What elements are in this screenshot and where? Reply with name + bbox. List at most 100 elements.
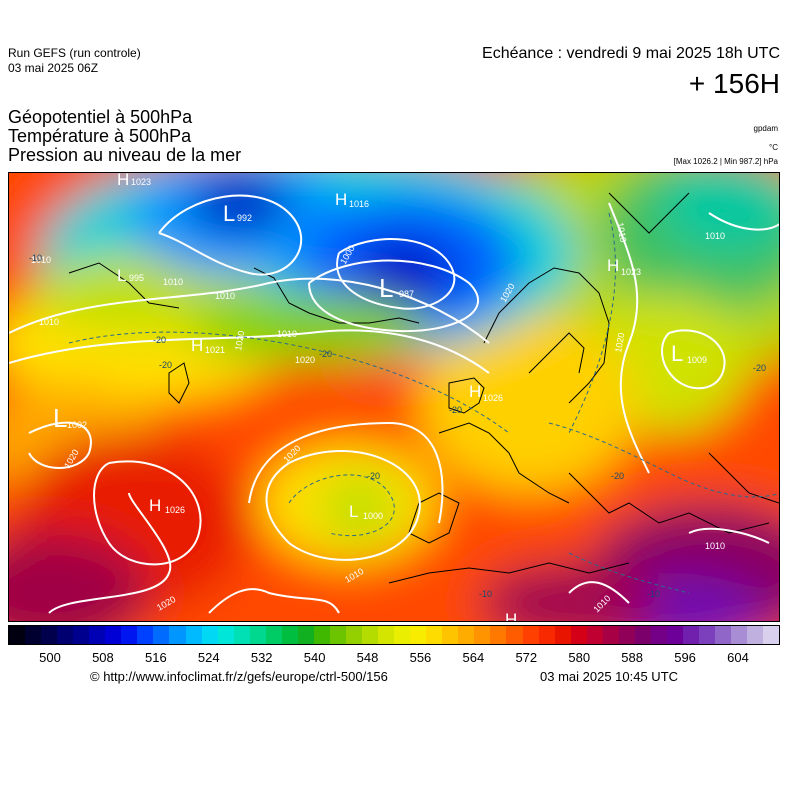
isobar-label: 1010 xyxy=(277,329,297,339)
colorbar-swatch xyxy=(121,626,138,644)
weather-map[interactable]: H 1023 L 992 H 1016 L 995 L 987 H 1023 H… xyxy=(8,172,780,622)
colorbar-swatch xyxy=(201,626,218,644)
colorbar-swatch xyxy=(426,626,443,644)
isotherm-label: -20 xyxy=(611,471,624,481)
pressure-centers: H 1023 L 992 H 1016 L 995 L 987 H 1023 H… xyxy=(53,173,707,621)
pressure-center-value: 1000 xyxy=(363,511,383,521)
isobar-label: 1010 xyxy=(615,222,628,243)
pressure-center-value: 1016 xyxy=(349,199,369,209)
pressure-center-value: 987 xyxy=(399,289,414,299)
run-date: 03 mai 2025 06Z xyxy=(8,61,99,75)
colorbar-swatch xyxy=(554,626,571,644)
colorbar-swatch xyxy=(105,626,122,644)
colorbar-tick-label: 524 xyxy=(197,650,220,665)
pressure-center-label: L xyxy=(53,403,67,433)
colorbar-swatch xyxy=(715,626,732,644)
lead-time: + 156H xyxy=(688,68,780,99)
colorbar-swatch xyxy=(410,626,427,644)
isobar-label: 1010 xyxy=(705,231,725,241)
isotherms xyxy=(68,212,779,594)
colorbar-swatch xyxy=(490,626,507,644)
colorbar-tick-label: 588 xyxy=(621,650,643,665)
colorbar-swatch xyxy=(538,626,555,644)
unit-temperature: °C xyxy=(769,143,778,152)
isotherm-label: -10 xyxy=(479,589,492,599)
colorbar-swatch xyxy=(378,626,395,644)
colorbar-tick-label: 532 xyxy=(250,650,273,665)
colorbar-swatch xyxy=(313,626,330,644)
colorbar-swatch xyxy=(233,626,250,644)
pressure-center-value: 992 xyxy=(237,213,252,223)
pressure-center-label: H xyxy=(117,173,129,189)
colorbar-swatch xyxy=(297,626,314,644)
isobar-label: 1010 xyxy=(163,277,183,287)
isobar-label: 1020 xyxy=(295,355,315,365)
isobar-label: 1010 xyxy=(39,317,59,327)
colorbar-swatch xyxy=(506,626,523,644)
colorbar-tick-label: 596 xyxy=(674,650,696,665)
pressure-center-label: H xyxy=(335,190,347,209)
colorbar-swatch xyxy=(345,626,363,644)
isobar-label: 1010 xyxy=(705,541,725,551)
colorbar-swatch xyxy=(153,626,170,644)
isotherm-label: -20 xyxy=(153,335,166,345)
pressure-center-label: L xyxy=(379,273,393,303)
colorbar-tick-label: 500 xyxy=(39,650,61,665)
variables-legend: Géopotentiel à 500hPa Température à 500h… xyxy=(8,108,241,165)
colorbar-tick-label: 548 xyxy=(356,650,379,665)
pressure-center-label: L xyxy=(117,266,126,285)
isotherm-label: -20 xyxy=(449,405,462,415)
forecast-valid-time: Echéance : vendredi 9 mai 2025 18h UTC xyxy=(482,45,780,62)
pressure-range: [Max 1026.2 | Min 987.2] hPa xyxy=(673,157,778,166)
pressure-center-value: 1002 xyxy=(67,420,87,430)
isotherm-label: -20 xyxy=(319,349,332,359)
colorbar-swatch xyxy=(89,626,106,644)
isobars xyxy=(9,194,779,614)
colorbar-tick-label: 580 xyxy=(568,650,591,665)
pressure-center-value: 1009 xyxy=(687,355,707,365)
pressure-center-value: 1026 xyxy=(165,505,185,515)
colorbar-swatch xyxy=(249,626,266,644)
colorbar-swatch xyxy=(763,626,780,644)
pressure-center-value: 1023 xyxy=(621,267,641,277)
isotherm-label: -20 xyxy=(367,471,380,481)
colorbar-swatch xyxy=(474,626,491,644)
isobar-label: 1020 xyxy=(613,332,626,353)
colorbar-tick-label: 572 xyxy=(515,650,538,665)
geopotential-colorbar xyxy=(8,625,780,645)
unit-geopotential: gpdam xyxy=(753,124,778,133)
source-url[interactable]: © http://www.infoclimat.fr/z/gefs/europe… xyxy=(90,669,388,684)
pressure-center-label: H xyxy=(469,382,481,401)
colorbar-swatch xyxy=(25,626,42,644)
pressure-center-value: 1023 xyxy=(131,177,151,187)
pressure-center-label: L xyxy=(223,201,235,226)
colorbar-swatch xyxy=(586,626,603,644)
colorbar-swatch xyxy=(458,626,475,644)
colorbar-tick-label: 508 xyxy=(92,650,114,665)
colorbar-swatch xyxy=(602,626,619,644)
colorbar-swatch xyxy=(650,626,667,644)
pressure-center-label: H xyxy=(149,496,161,515)
colorbar-tick-label: 604 xyxy=(727,650,749,665)
colorbar-swatch xyxy=(570,626,587,644)
colorbar-swatch xyxy=(699,626,716,644)
colorbar-tick-label: 556 xyxy=(409,650,432,665)
colorbar-swatch xyxy=(217,626,234,644)
colorbar-swatch xyxy=(666,626,683,644)
colorbar-swatch xyxy=(41,626,58,644)
colorbar-swatch xyxy=(362,626,379,644)
isobar-label: 1020 xyxy=(233,330,246,351)
pressure-center-label: L xyxy=(349,502,358,521)
colorbar-swatch xyxy=(137,626,154,644)
colorbar-swatch xyxy=(169,626,186,644)
pressure-center-label: L xyxy=(671,341,683,366)
colorbar-swatch xyxy=(442,626,459,644)
colorbar-swatch xyxy=(281,626,298,644)
isobar-label: 1010 xyxy=(31,255,51,265)
run-info: Run GEFS (run controle) 03 mai 2025 06Z xyxy=(8,46,141,76)
colorbar-swatch xyxy=(329,626,346,644)
isotherm-label: -10 xyxy=(647,589,660,599)
isotherm-labels: -20 -20 -20 -20 -20 -20 -10 -10 -10 -20 xyxy=(29,253,766,599)
geopotential-field xyxy=(9,173,779,621)
pressure-center-value: 1021 xyxy=(205,345,225,355)
